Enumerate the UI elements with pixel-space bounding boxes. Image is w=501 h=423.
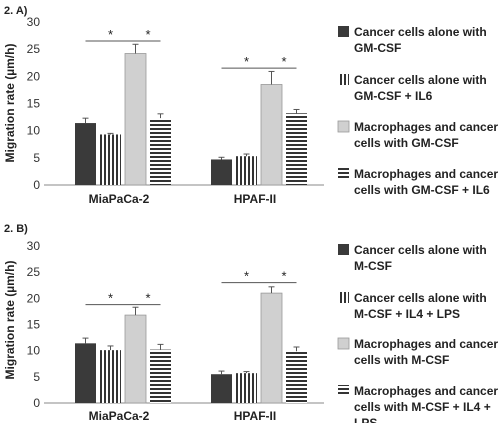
panel-a-y-tick-label: 5 <box>33 151 40 165</box>
panel-a-category-label: MiaPaCa-2 <box>89 192 150 206</box>
panel-b-y-tick-label: 15 <box>27 318 41 332</box>
panel-b-legend-swatch <box>337 337 350 350</box>
panel-a-legend: Cancer cells alone with GM-CSF Cancer cell… <box>337 25 498 197</box>
panel-a-bar <box>236 156 257 185</box>
panel-a-y-tick-label: 25 <box>27 42 41 56</box>
panel-a-legend-label: Macrophages and cancer <box>354 167 498 181</box>
panel-a-y-axis-label: Migration rate (µm/h) <box>3 44 17 163</box>
panel-a-legend-label: cells with GM-CSF <box>354 136 459 150</box>
panel-b-significance-star: * <box>108 291 113 306</box>
panel-a-legend-label: Cancer cells alone with <box>354 25 487 39</box>
panel-b-legend-label: Cancer cells alone with <box>354 291 487 305</box>
panel-a-significance-star: * <box>108 27 113 42</box>
panel-b-legend-swatch <box>338 292 349 303</box>
panel-b-y-tick-label: 0 <box>33 396 40 410</box>
panel-b-legend-label: M-CSF + IL4 + LPS <box>354 307 460 321</box>
panel-a-legend-swatch <box>337 120 350 133</box>
panel-a-y-tick-label: 10 <box>27 124 41 138</box>
panel-a-bar <box>260 84 283 186</box>
panel-a-legend-label: Cancer cells alone with <box>354 73 487 87</box>
panel-a-legend-swatch <box>338 26 349 37</box>
panel-a-legend-label: GM-CSF + IL6 <box>354 89 433 103</box>
panel-b-legend-label: cells with M-CSF <box>354 353 449 367</box>
panel-b: 2. B) Migration rate (µm/h) 0 5 10 15 20 25 30… <box>3 223 498 423</box>
panel-b-y-axis-label: Migration rate (µm/h) <box>3 261 17 380</box>
panel-a-bar <box>286 113 307 185</box>
panel-a-y-tick-label: 20 <box>27 69 41 83</box>
panel-a-category-label: HPAF-II <box>234 192 276 206</box>
panel-b-legend-swatch <box>338 244 349 255</box>
panel-a-bar <box>211 159 232 185</box>
panel-a-significance-star: * <box>145 27 150 42</box>
panel-b-y-tick-label: 10 <box>27 344 41 358</box>
panel-b-bar <box>286 351 307 403</box>
panel-a-legend-label: cells with GM-CSF + IL6 <box>354 183 490 197</box>
panel-b-significance-star: * <box>244 269 249 284</box>
panel-b-significance-star: * <box>145 291 150 306</box>
panel-a-y-tick-label: 15 <box>27 97 41 111</box>
panel-b-y-tick-label: 20 <box>27 291 41 305</box>
panel-b-legend-label: Cancer cells alone with <box>354 243 487 257</box>
panel-b-bar <box>150 349 171 403</box>
panel-b-category-label: HPAF-II <box>234 409 276 423</box>
panel-a-legend-label: GM-CSF <box>354 41 401 55</box>
panel-a: 2. A) Migration rate (µm/h) 0 5 10 15 20 25 30… <box>3 5 498 206</box>
panel-a-significance-star: * <box>244 54 249 69</box>
panel-b-legend-label: Macrophages and cancer <box>354 337 498 351</box>
panel-b-plot: 0 5 10 15 20 25 30 * * * * <box>27 239 324 410</box>
panel-b-legend-swatch <box>338 385 349 396</box>
panel-b-y-tick-label: 5 <box>33 370 40 384</box>
panel-b-legend-label: LPS <box>354 416 377 423</box>
panel-b-bar <box>236 373 257 403</box>
panel-a-bar <box>75 123 96 185</box>
panel-b-label: 2. B) <box>4 223 28 235</box>
panel-b-y-tick-label: 25 <box>27 265 41 279</box>
panel-b-y-tick-label: 30 <box>27 239 41 253</box>
panel-a-y-tick-label: 0 <box>33 178 40 192</box>
panel-b-legend: Cancer cells alone with M-CSF Cancer cells… <box>337 243 498 423</box>
panel-b-legend-label: M-CSF <box>354 259 392 273</box>
panel-a-label: 2. A) <box>4 5 28 17</box>
panel-a-legend-label: Macrophages and cancer <box>354 120 498 134</box>
panel-b-significance-star: * <box>281 269 286 284</box>
panel-b-bar <box>75 343 96 403</box>
panel-a-y-tick-label: 30 <box>27 15 41 29</box>
panel-b-bar <box>211 374 232 403</box>
panel-b-bar <box>100 350 121 403</box>
panel-a-legend-swatch <box>338 168 349 179</box>
panel-a-bar <box>150 118 171 185</box>
panel-b-legend-label: cells with M-CSF + IL4 + <box>354 400 491 414</box>
panel-a-plot: 0 5 10 15 20 25 30 * * * * <box>27 15 324 192</box>
panel-a-bar <box>100 134 121 185</box>
panel-a-bar <box>124 53 147 186</box>
panel-a-legend-swatch <box>338 74 349 85</box>
panel-a-significance-star: * <box>281 54 286 69</box>
panel-b-category-label: MiaPaCa-2 <box>89 409 150 423</box>
panel-b-bar <box>124 314 147 404</box>
panel-b-legend-label: Macrophages and cancer <box>354 384 498 398</box>
panel-b-bar <box>260 292 283 404</box>
